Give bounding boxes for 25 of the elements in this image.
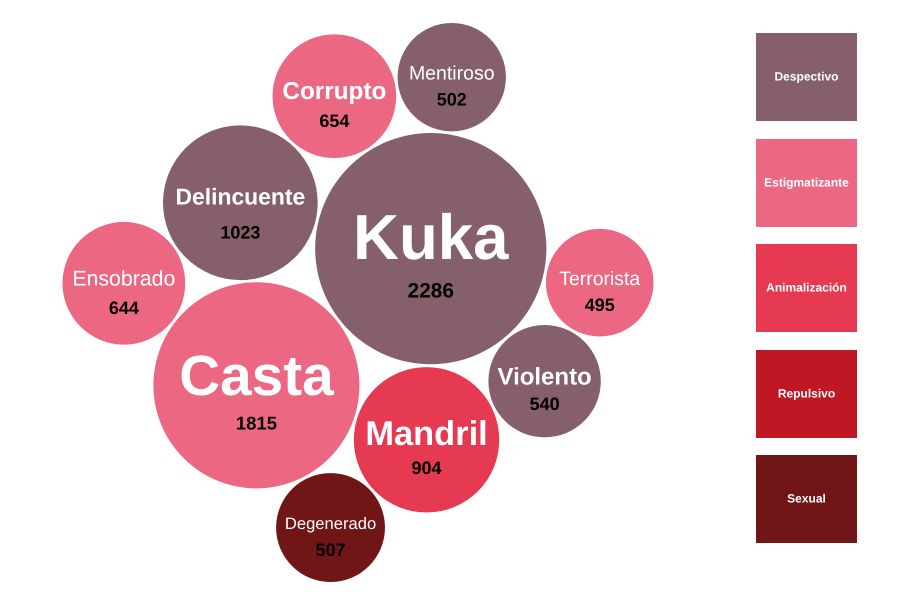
legend-label: Estigmatizante	[764, 175, 850, 190]
category-label: Terrorista	[559, 268, 640, 290]
data-label: 1023	[220, 222, 260, 242]
data-label: 507	[316, 540, 346, 560]
category-label: Mentiroso	[408, 62, 495, 84]
legend-label: Repulsivo	[778, 386, 836, 400]
data-label: 540	[530, 394, 560, 414]
data-label: 904	[412, 458, 442, 478]
category-label: Degenerado	[284, 514, 376, 533]
legend-label: Despectivo	[774, 69, 839, 84]
category-label: Delincuente	[175, 183, 306, 210]
data-label: 502	[436, 89, 467, 110]
data-label: 2286	[408, 279, 454, 302]
category-label: Corrupto	[282, 78, 386, 106]
data-label: 495	[584, 294, 615, 315]
data-label: 654	[319, 110, 350, 131]
category-label: Violento	[497, 363, 592, 390]
legend-label: Animalización	[766, 280, 847, 294]
data-label: 644	[108, 298, 139, 318]
legend-label: Sexual	[787, 491, 826, 506]
category-label: Casta	[179, 344, 334, 408]
data-label: 1815	[236, 412, 277, 434]
category-label: Kuka	[353, 202, 510, 274]
category-label: Ensobrado	[72, 266, 176, 290]
category-label: Mandril	[365, 414, 488, 453]
